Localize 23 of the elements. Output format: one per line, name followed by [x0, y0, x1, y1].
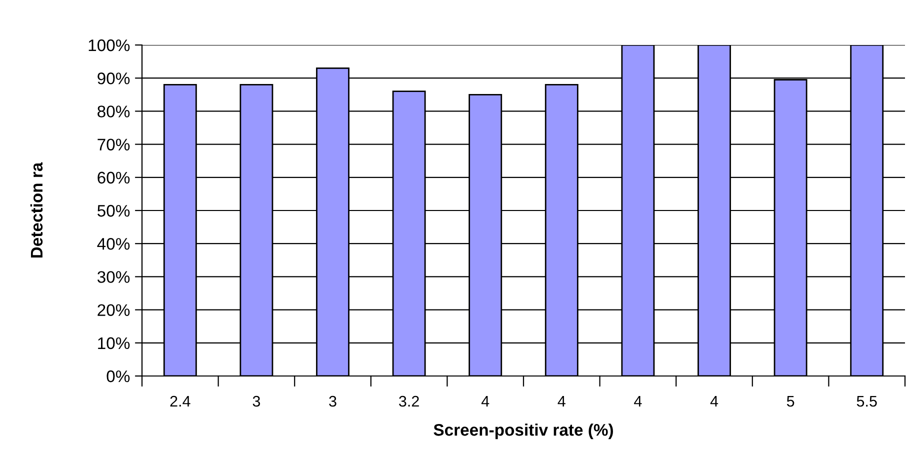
y-tick-label: 20% [98, 304, 130, 316]
y-tick-label: 70% [98, 138, 130, 151]
x-tick-label: 3.2 [399, 396, 419, 407]
x-tick-label: 5 [786, 396, 794, 407]
x-tick-label: 4 [634, 396, 642, 407]
x-axis-title: Screen-positiv rate (%) [434, 424, 613, 440]
y-tick-label: 10% [98, 337, 130, 350]
x-tick-label: 4 [481, 396, 490, 407]
y-tick-label: 90% [98, 72, 130, 84]
y-tick-label: 50% [98, 204, 130, 217]
y-axis-title: Detection ra [30, 162, 43, 258]
x-tick-label: 2.4 [170, 396, 190, 407]
x-tick-label: 4 [558, 396, 566, 407]
y-tick-label: 0% [106, 370, 130, 382]
y-tick-label: 60% [98, 172, 130, 184]
y-tick-label: 40% [97, 238, 130, 250]
y-tick-label: 100% [88, 39, 130, 52]
x-tick-label: 5.5 [856, 396, 877, 407]
x-tick-label: 4 [710, 396, 718, 407]
x-tick-label: 3 [329, 396, 336, 407]
y-tick-label: 30% [97, 271, 130, 283]
y-tick-label: 80% [98, 106, 130, 118]
x-tick-label: 3 [252, 396, 260, 407]
